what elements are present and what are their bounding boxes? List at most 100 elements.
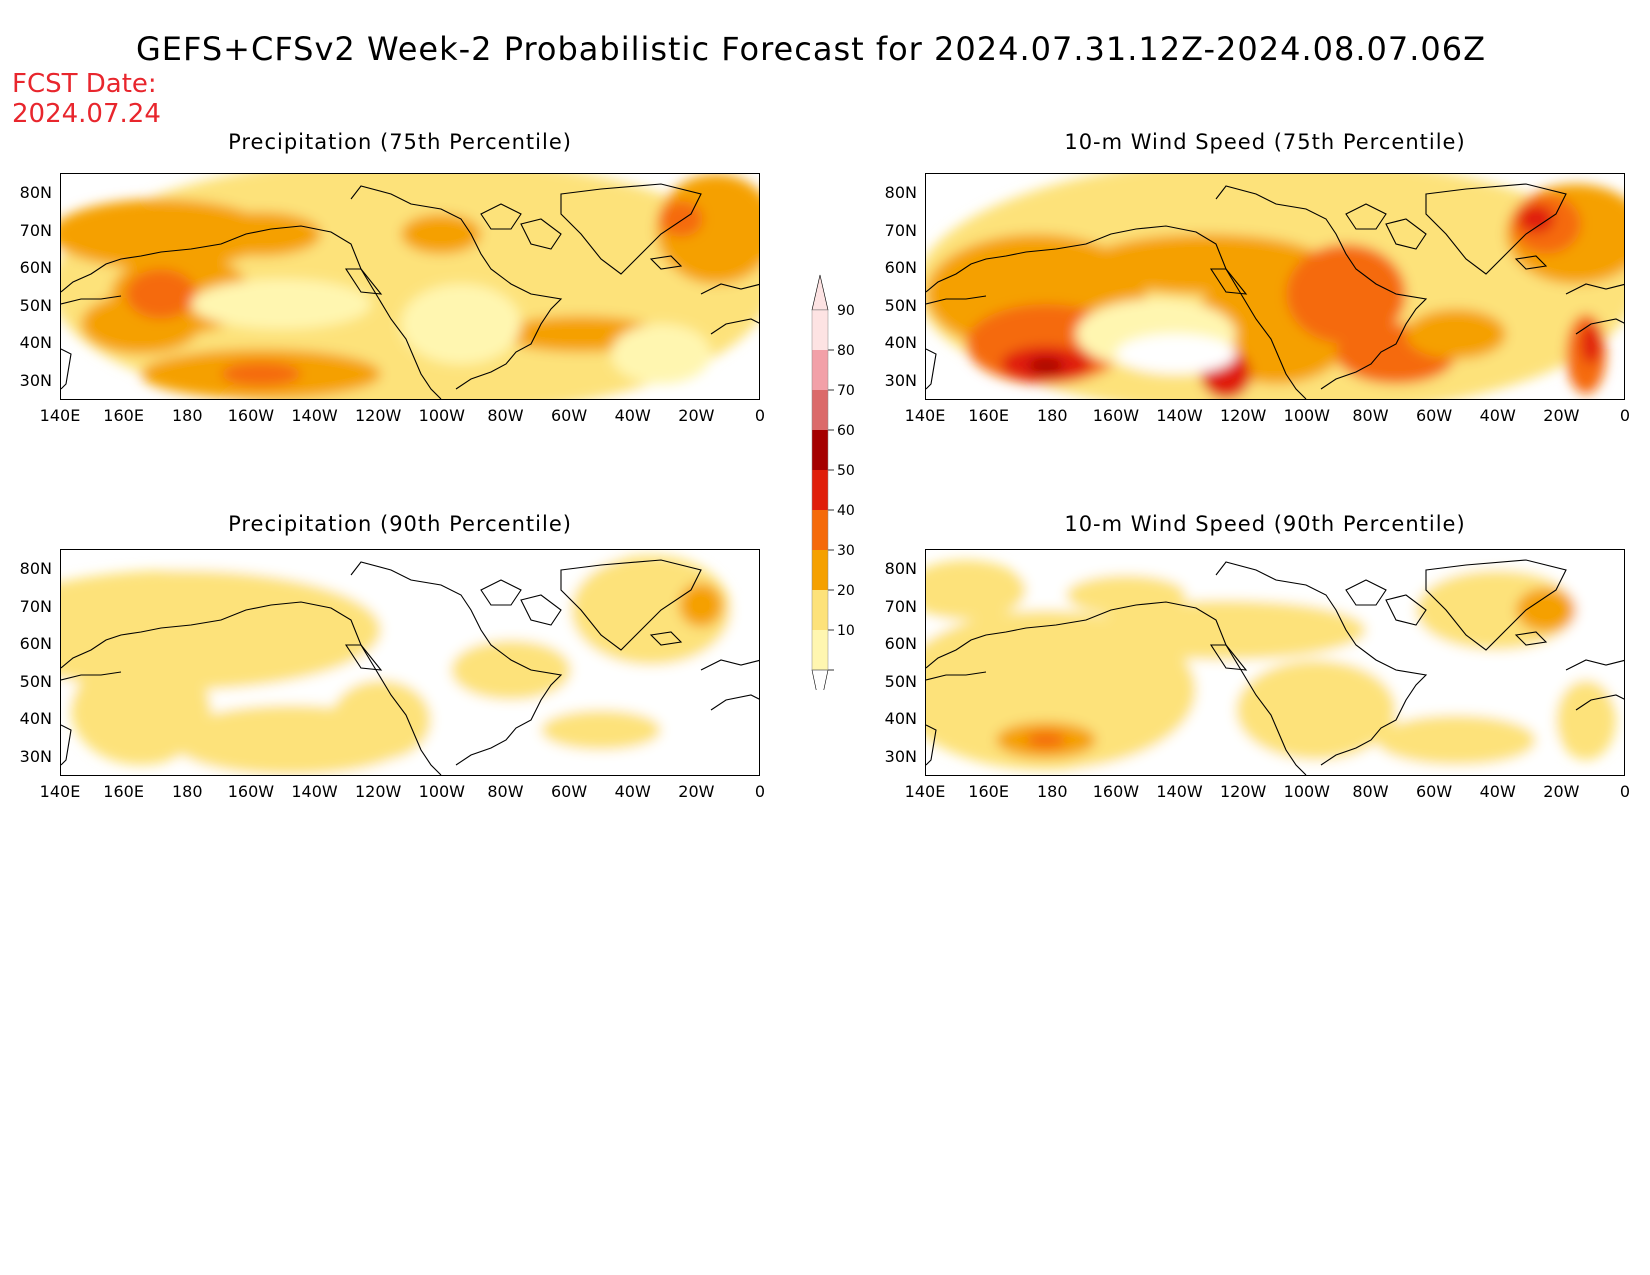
lat-label: 30N [19,370,52,390]
lon-label: 120W [354,782,402,801]
coastline [1345,203,1387,230]
lat-label: 70N [884,596,917,616]
coastline [344,644,383,671]
map-precip-75 [60,173,760,400]
probability-region [401,214,481,254]
lon-label: 40W [614,782,651,801]
coastline [61,348,72,390]
coastline [926,225,1307,399]
panel-title-wind-75: 10-m Wind Speed (75th Percentile) [1064,130,1466,154]
panel-title-wind-90: 10-m Wind Speed (90th Percentile) [1064,512,1466,536]
lon-label: 60W [550,782,588,801]
lon-label: 100W [418,782,465,801]
coastline [61,671,122,681]
coastline [350,561,563,766]
colorbar-label: 40 [837,503,855,519]
coastline [1209,268,1248,295]
probability-region [1236,660,1396,760]
coastline [700,659,759,671]
probability-region [1066,575,1186,615]
lon-label: 160E [968,406,1009,425]
lon-label: 100W [1283,406,1330,425]
colorbar-swatch [812,310,828,350]
probability-region [201,212,321,256]
coastline [926,601,1307,775]
coastline [344,268,383,295]
colorbar-label: 70 [837,383,855,399]
lat-label: 30N [884,370,917,390]
coastline [1345,579,1387,606]
map-wind-75 [925,173,1625,400]
lon-label: 20W [1543,406,1580,425]
probability-region [659,201,703,237]
probability-region [571,555,731,665]
lon-label: 160E [968,782,1009,801]
lon-label: 160W [1092,782,1140,801]
lon-label: 80W [487,782,524,801]
lat-label: 60N [884,258,917,278]
lon-label: 60W [550,406,588,425]
lon-label: 140E [904,406,946,425]
fcst-date-value: 2024.07.24 [12,99,161,129]
lat-label: 70N [884,220,917,240]
colorbar-swatch [812,350,828,390]
colorbar-swatch [812,390,828,430]
coastline [1215,561,1428,766]
figure-title: GEFS+CFSv2 Week-2 Probabilistic Forecast… [136,30,1487,68]
lon-label: 20W [678,406,715,425]
lat-label: 60N [19,634,52,654]
coastline [61,601,442,775]
coastline [1575,318,1624,335]
lon-label: 180 [171,406,203,425]
coastline [1565,283,1624,295]
lon-label: 100W [418,406,465,425]
coastline [61,724,72,766]
coastline [480,579,522,606]
map-wind-90 [925,549,1625,776]
lat-label: 50N [19,671,52,691]
lon-label: 0 [1619,782,1631,801]
colorbar-swatch [812,630,828,670]
lat-label: 40N [884,709,917,729]
probability-region [926,560,1026,620]
colorbar-swatch [812,590,828,630]
lon-label: 180 [1036,406,1068,425]
lon-label: 80W [1352,782,1389,801]
lon-label: 120W [1219,782,1267,801]
lon-label: 0 [754,782,766,801]
probability-region [401,284,521,364]
probability-region [1518,205,1554,233]
coastline [1425,183,1567,275]
colorbar-label: 30 [837,543,855,559]
lon-label: 120W [354,406,402,425]
lat-label: 40N [19,709,52,729]
lat-label: 50N [884,671,917,691]
colorbar-swatch [812,430,828,470]
lat-label: 80N [884,559,917,579]
colorbar-label: 50 [837,463,855,479]
colorbar: 90 80 70 60 50 40 30 20 10 [811,274,855,690]
coastline [560,183,702,275]
coastline [1514,255,1548,270]
lat-label: 30N [884,746,917,766]
coastline [1514,631,1548,646]
lat-label: 40N [884,333,917,353]
coastline [1385,218,1427,250]
lat-label: 60N [884,634,917,654]
lon-label: 160E [103,782,144,801]
probability-region [331,680,431,760]
probability-region [1406,309,1506,359]
probability-region [1581,324,1601,364]
coastline [61,295,122,305]
coastline [649,631,683,646]
colorbar-swatch [812,550,828,590]
colorbar-label: 20 [837,583,855,599]
map-precip-90 [60,549,760,776]
lon-label: 20W [678,782,715,801]
lon-label: 60W [1415,406,1453,425]
probability-region [1376,715,1536,765]
coastline [926,671,987,681]
lat-label: 70N [19,220,52,240]
coastline [649,255,683,270]
lon-label: 40W [1479,406,1516,425]
